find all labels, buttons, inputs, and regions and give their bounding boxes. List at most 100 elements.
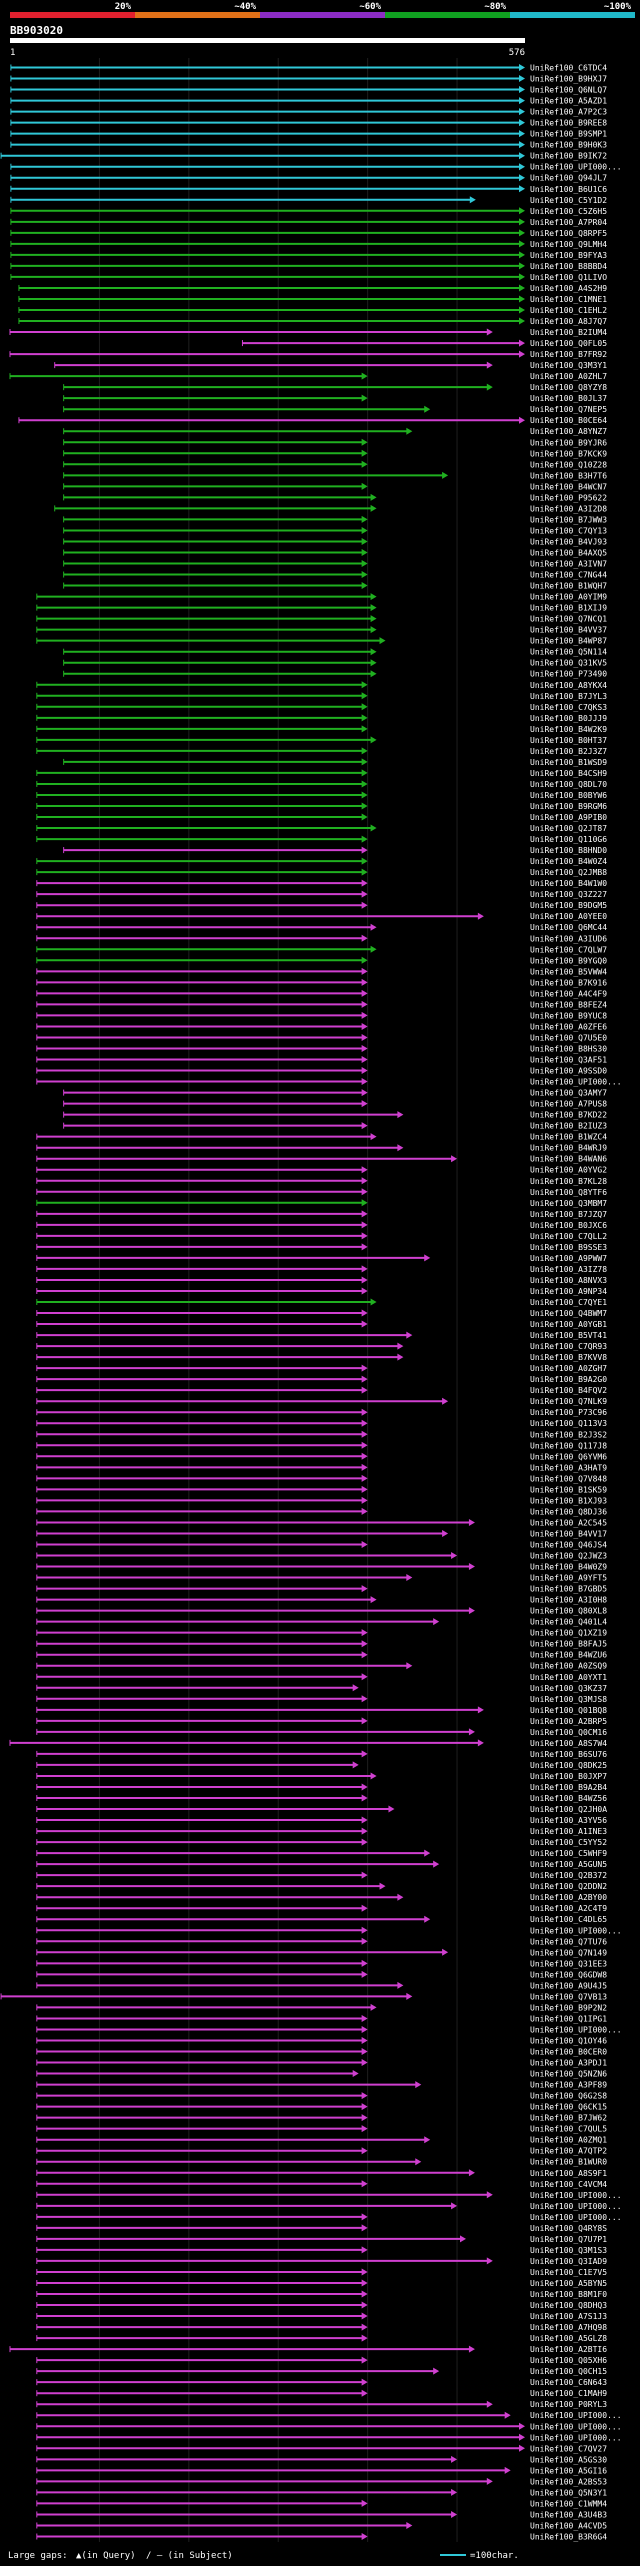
hit-row: UniRef100_C1MNE1 — [18, 295, 607, 304]
hit-label: UniRef100_C7QUL5 — [530, 2125, 607, 2134]
hit-row: UniRef100_A9SSD0 — [36, 1067, 607, 1076]
hit-label: UniRef100_B7KD22 — [530, 1111, 607, 1120]
hit-row: UniRef100_C4VCM4 — [36, 2180, 607, 2189]
hit-arrowhead — [361, 1243, 368, 1251]
hit-arrowhead — [468, 1728, 475, 1736]
hit-arrowhead — [433, 2367, 440, 2375]
hit-arrowhead — [519, 284, 525, 292]
hit-row: UniRef100_A0YIM9 — [36, 593, 607, 602]
hit-row: UniRef100_A5BYN5 — [36, 2279, 607, 2288]
hit-label: UniRef100_B7FR92 — [530, 350, 607, 359]
hit-arrowhead — [519, 108, 525, 116]
hit-label: UniRef100_Q46JS4 — [530, 1540, 607, 1549]
hit-row: UniRef100_Q401L4 — [36, 1618, 607, 1627]
hit-row: UniRef100_C1E7V5 — [36, 2268, 607, 2277]
hit-row: UniRef100_UPI000... — [36, 1926, 622, 1935]
hit-label: UniRef100_C7NG44 — [530, 571, 607, 580]
hit-row: UniRef100_A0ZGH7 — [36, 1364, 607, 1373]
hit-arrowhead — [361, 2301, 368, 2309]
hit-arrowhead — [361, 582, 368, 590]
hit-label: UniRef100_A0ZFE6 — [530, 1022, 607, 1031]
hit-label: UniRef100_B0JL37 — [530, 394, 607, 403]
hit-label: UniRef100_A4CVD5 — [530, 2521, 607, 2530]
hit-label: UniRef100_A8YNZ7 — [530, 427, 607, 436]
hit-row: UniRef100_B9A2G0 — [36, 1375, 607, 1384]
hit-label: UniRef100_Q31KV5 — [530, 659, 607, 668]
hit-arrowhead — [406, 1574, 413, 1582]
hit-arrowhead — [361, 2378, 368, 2386]
hit-arrowhead — [361, 1540, 368, 1548]
hit-row: UniRef100_B2IUZ3 — [63, 1122, 607, 1131]
hit-row: UniRef100_Q46JS4 — [36, 1540, 607, 1549]
hit-arrowhead — [370, 648, 377, 656]
hit-label: UniRef100_C4VCM4 — [530, 2180, 607, 2189]
hit-label: UniRef100_A8NVX3 — [530, 1276, 607, 1285]
identity-band-4 — [385, 12, 510, 18]
hit-arrowhead — [519, 339, 525, 347]
hit-label: UniRef100_B5VT41 — [530, 1331, 607, 1340]
hit-row: UniRef100_UPI000... — [36, 2433, 622, 2442]
identity-band-5 — [510, 12, 635, 18]
hit-label: UniRef100_B4W1W0 — [530, 879, 607, 888]
hit-row: UniRef100_Q7NCQ1 — [36, 615, 607, 624]
hit-row: UniRef100_A3IZ78 — [36, 1265, 607, 1274]
hit-arrowhead — [370, 504, 377, 512]
hit-row: UniRef100_B4CSH9 — [36, 769, 607, 778]
hit-label: UniRef100_Q4RY8S — [530, 2224, 607, 2233]
hit-arrowhead — [361, 1430, 368, 1438]
hit-arrowhead — [352, 1761, 359, 1769]
hit-row: UniRef100_A5GUN5 — [36, 1860, 607, 1869]
hit-label: UniRef100_A8S7W4 — [530, 1739, 607, 1748]
hit-arrowhead — [361, 1033, 368, 1041]
hit-arrowhead — [486, 328, 493, 336]
hit-arrowhead — [361, 1265, 368, 1273]
hit-arrowhead — [361, 681, 368, 689]
hit-label: UniRef100_B4W0Z4 — [530, 857, 607, 866]
identity-band-1 — [10, 12, 135, 18]
hit-label: UniRef100_UPI000... — [530, 163, 622, 172]
hit-arrowhead — [519, 2444, 525, 2452]
hit-row: UniRef100_Q01BQ8 — [36, 1706, 607, 1715]
hit-arrowhead — [361, 1695, 368, 1703]
hit-row: UniRef100_P73490 — [63, 670, 607, 679]
hit-label: UniRef100_B7K916 — [530, 978, 607, 987]
hit-row: UniRef100_Q94JL7 — [10, 174, 607, 183]
hit-row: UniRef100_A0YEE0 — [36, 912, 607, 921]
hit-label: UniRef100_B7KL28 — [530, 1177, 607, 1186]
hit-arrowhead — [361, 1067, 368, 1075]
hit-label: UniRef100_Q6CK15 — [530, 2103, 607, 2112]
hit-label: UniRef100_B9P2N2 — [530, 2003, 607, 2012]
scale-label: ~40% — [234, 2, 256, 12]
hit-arrowhead — [361, 548, 368, 556]
hit-row: UniRef100_A7HQ98 — [36, 2323, 607, 2332]
hit-label: UniRef100_C7QKS3 — [530, 703, 607, 712]
hit-label: UniRef100_Q2DDN2 — [530, 1882, 607, 1891]
hit-arrowhead — [361, 2279, 368, 2287]
hit-row: UniRef100_UPI000... — [36, 2191, 622, 2200]
hit-arrowhead — [361, 901, 368, 909]
hit-row: UniRef100_C4DL65 — [36, 1915, 607, 1924]
hit-row: UniRef100_B0BYW6 — [36, 791, 607, 800]
hit-arrowhead — [370, 824, 377, 832]
hit-arrowhead — [361, 879, 368, 887]
hit-label: UniRef100_C7QV27 — [530, 2444, 607, 2453]
hit-label: UniRef100_B9RGM6 — [530, 802, 607, 811]
hit-row: UniRef100_B0CE64 — [18, 416, 607, 425]
hit-label: UniRef100_B0CER0 — [530, 2048, 607, 2057]
hit-label: UniRef100_Q7U7P1 — [530, 2235, 607, 2244]
hit-label: UniRef100_C6N643 — [530, 2378, 607, 2387]
hit-label: UniRef100_B4WZU6 — [530, 1651, 607, 1660]
hit-row: UniRef100_B7FR92 — [9, 350, 607, 359]
hit-label: UniRef100_B9SMP1 — [530, 130, 607, 139]
hit-label: UniRef100_A0ZMQ1 — [530, 2136, 607, 2145]
query-start-label: 1 — [10, 48, 15, 58]
hit-row: UniRef100_C7NG44 — [63, 571, 607, 580]
hit-arrowhead — [370, 736, 377, 744]
hit-row: UniRef100_B7K916 — [36, 978, 607, 987]
hit-label: UniRef100_Q8DHQ3 — [530, 2301, 607, 2310]
hit-row: UniRef100_Q31KV5 — [63, 659, 607, 668]
hit-row: UniRef100_A8J7Q7 — [18, 317, 607, 326]
hit-row: UniRef100_A7PUS8 — [63, 1100, 607, 1109]
hit-row: UniRef100_Q3Z227 — [36, 890, 607, 899]
hit-label: UniRef100_C7QYE1 — [530, 1298, 607, 1307]
